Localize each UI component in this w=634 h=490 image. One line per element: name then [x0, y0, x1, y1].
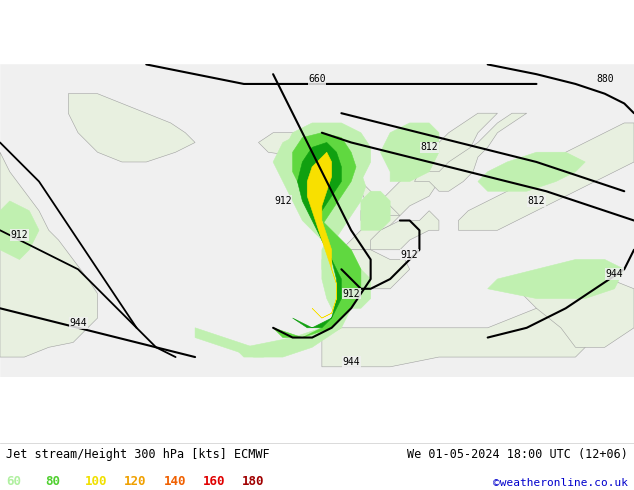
Polygon shape [195, 123, 371, 357]
Polygon shape [341, 113, 498, 289]
Text: 912: 912 [342, 289, 360, 298]
Text: 912: 912 [11, 230, 29, 240]
Text: 140: 140 [164, 474, 186, 488]
Text: 180: 180 [242, 474, 264, 488]
Polygon shape [332, 270, 371, 308]
Text: ©weatheronline.co.uk: ©weatheronline.co.uk [493, 478, 628, 488]
Polygon shape [517, 279, 634, 347]
Polygon shape [488, 260, 624, 298]
Text: Jet stream/Height 300 hPa [kts] ECMWF: Jet stream/Height 300 hPa [kts] ECMWF [6, 448, 270, 462]
Text: We 01-05-2024 18:00 UTC (12+06): We 01-05-2024 18:00 UTC (12+06) [407, 448, 628, 462]
Text: 100: 100 [85, 474, 107, 488]
Polygon shape [68, 94, 195, 162]
Polygon shape [293, 143, 341, 328]
Polygon shape [458, 123, 634, 230]
Text: 944: 944 [605, 269, 623, 279]
Polygon shape [0, 65, 634, 376]
Polygon shape [0, 152, 98, 357]
Polygon shape [0, 201, 39, 260]
Text: 812: 812 [420, 143, 438, 152]
Text: 660: 660 [308, 74, 326, 84]
Polygon shape [478, 152, 585, 191]
Polygon shape [361, 181, 400, 221]
Text: 60: 60 [6, 474, 22, 488]
Polygon shape [322, 308, 585, 367]
Polygon shape [234, 133, 366, 357]
Polygon shape [371, 211, 439, 250]
Text: 944: 944 [342, 357, 360, 367]
Text: 912: 912 [274, 196, 292, 206]
Polygon shape [273, 133, 361, 338]
Polygon shape [415, 113, 527, 191]
Polygon shape [361, 191, 390, 230]
Polygon shape [307, 152, 337, 318]
Text: 912: 912 [401, 249, 418, 260]
Text: 120: 120 [124, 474, 146, 488]
Text: 812: 812 [527, 196, 545, 206]
Polygon shape [259, 133, 327, 157]
Polygon shape [341, 250, 410, 289]
Polygon shape [380, 123, 439, 181]
Text: 80: 80 [46, 474, 61, 488]
Text: 880: 880 [596, 74, 614, 84]
Text: 944: 944 [69, 318, 87, 328]
Text: 160: 160 [203, 474, 225, 488]
